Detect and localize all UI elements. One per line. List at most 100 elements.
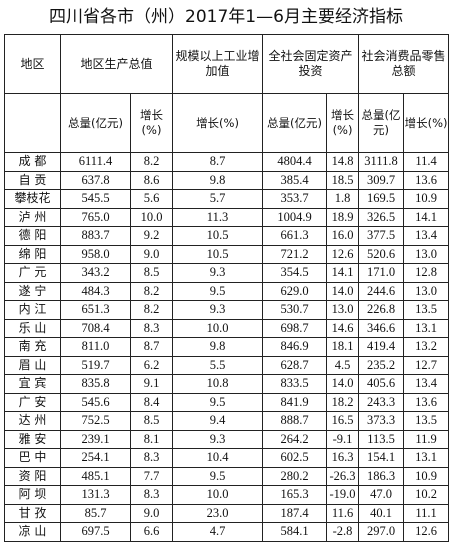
value-cell: 9.3 xyxy=(172,300,264,320)
value-cell: 14.6 xyxy=(326,318,360,338)
value-cell: 10.9 xyxy=(403,189,450,209)
table-row: 广 元 343.2 8.5 9.3 354.5 14.1 171.0 12.8 xyxy=(4,263,450,283)
value-cell: -26.3 xyxy=(326,466,360,486)
value-cell: 8.7 xyxy=(129,337,174,357)
value-cell: 484.3 xyxy=(60,281,131,301)
value-cell: 752.5 xyxy=(60,411,131,431)
value-cell: 13.4 xyxy=(403,374,450,394)
value-cell: 485.1 xyxy=(60,466,131,486)
region-name: 广 元 xyxy=(4,263,61,283)
region-name: 内 江 xyxy=(4,300,61,320)
value-cell: 13.1 xyxy=(403,318,450,338)
value-cell: 9.8 xyxy=(172,337,264,357)
table-row: 广 安 545.6 8.4 9.5 841.9 18.2 243.3 13.6 xyxy=(4,392,450,412)
value-cell: 18.9 xyxy=(326,207,360,227)
table-row: 攀枝花 545.5 5.6 5.7 353.7 1.8 169.5 10.9 xyxy=(4,189,450,209)
value-cell: 13.0 xyxy=(403,281,450,301)
value-cell: 9.2 xyxy=(129,226,174,246)
value-cell: 545.6 xyxy=(60,392,131,412)
region-name: 阿 坝 xyxy=(4,485,61,505)
value-cell: 9.0 xyxy=(129,244,174,264)
table-row: 阿 坝 131.3 8.3 10.0 165.3 -19.0 47.0 10.2 xyxy=(4,485,450,505)
value-cell: 169.5 xyxy=(358,189,405,209)
value-cell: 343.2 xyxy=(60,263,131,283)
value-cell: 13.6 xyxy=(403,170,450,190)
value-cell: 10.0 xyxy=(129,207,174,227)
value-cell: 10.5 xyxy=(172,226,264,246)
group-header: 地区生产总值 xyxy=(59,34,174,94)
region-name: 凉 山 xyxy=(4,522,61,542)
value-cell: 721.2 xyxy=(262,244,328,264)
value-cell: 14.0 xyxy=(326,281,360,301)
value-cell: 628.7 xyxy=(262,355,328,375)
value-cell: 14.0 xyxy=(326,374,360,394)
value-cell: 5.6 xyxy=(129,189,174,209)
region-name: 攀枝花 xyxy=(4,189,61,209)
value-cell: 841.9 xyxy=(262,392,328,412)
value-cell: 958.0 xyxy=(60,244,131,264)
value-cell: 186.3 xyxy=(358,466,405,486)
table-row: 达 州 752.5 8.5 9.4 888.7 16.5 373.3 13.5 xyxy=(4,411,450,431)
value-cell: 297.0 xyxy=(358,522,405,542)
table-row: 乐 山 708.4 8.3 10.0 698.7 14.6 346.6 13.1 xyxy=(4,318,450,338)
value-cell: 10.2 xyxy=(403,485,450,505)
value-cell: 1.8 xyxy=(326,189,360,209)
value-cell: 243.3 xyxy=(358,392,405,412)
value-cell: 10.8 xyxy=(172,374,264,394)
region-name: 巴 中 xyxy=(4,448,61,468)
value-cell: 18.2 xyxy=(326,392,360,412)
value-cell: 530.7 xyxy=(262,300,328,320)
value-cell: 10.0 xyxy=(172,485,264,505)
value-cell: 419.4 xyxy=(358,337,405,357)
value-cell: 11.3 xyxy=(172,207,264,227)
value-cell: 165.3 xyxy=(262,485,328,505)
region-name: 成 都 xyxy=(4,152,61,172)
value-cell: 883.7 xyxy=(60,226,131,246)
region-name: 眉 山 xyxy=(4,355,61,375)
value-cell: 8.2 xyxy=(129,281,174,301)
value-cell: 16.0 xyxy=(326,226,360,246)
title: 四川省各市（州）2017年1—6月主要经济指标 xyxy=(49,7,403,27)
empty-cell xyxy=(4,93,61,153)
value-cell: 8.4 xyxy=(129,392,174,412)
region-name: 泸 州 xyxy=(4,207,61,227)
value-cell: 11.4 xyxy=(403,152,450,172)
region-name: 资 阳 xyxy=(4,466,61,486)
value-cell: 7.7 xyxy=(129,466,174,486)
sub-header: 增长(%) xyxy=(403,93,450,153)
group-header: 地区 xyxy=(4,34,61,94)
table-row: 资 阳 485.1 7.7 9.5 280.2 -26.3 186.3 10.9 xyxy=(4,466,450,486)
value-cell: 13.1 xyxy=(403,448,450,468)
value-cell: 14.8 xyxy=(326,152,360,172)
value-cell: 354.5 xyxy=(262,263,328,283)
value-cell: 113.5 xyxy=(358,429,405,449)
value-cell: 187.4 xyxy=(262,503,328,523)
table-row: 绵 阳 958.0 9.0 10.5 721.2 12.6 520.6 13.0 xyxy=(4,244,450,264)
value-cell: 12.7 xyxy=(403,355,450,375)
value-cell: 13.2 xyxy=(403,337,450,357)
value-cell: 10.0 xyxy=(172,318,264,338)
value-cell: 833.5 xyxy=(262,374,328,394)
value-cell: 629.0 xyxy=(262,281,328,301)
value-cell: 264.2 xyxy=(262,429,328,449)
table-row: 自 贡 637.8 8.6 9.8 385.4 18.5 309.7 13.6 xyxy=(4,170,450,190)
region-name: 甘 孜 xyxy=(4,503,61,523)
table-row: 雅 安 239.1 8.1 9.3 264.2 -9.1 113.5 11.9 xyxy=(4,429,450,449)
value-cell: 85.7 xyxy=(60,503,131,523)
value-cell: 254.1 xyxy=(60,448,131,468)
value-cell: 8.3 xyxy=(129,448,174,468)
value-cell: 3111.8 xyxy=(358,152,405,172)
value-cell: 9.1 xyxy=(129,374,174,394)
value-cell: 651.3 xyxy=(60,300,131,320)
value-cell: 280.2 xyxy=(262,466,328,486)
table-row: 总量(亿元) 增长(%) 增长(%) 总量(亿元) 增长(%) 总量(亿元) 增长(%) xyxy=(4,93,450,153)
value-cell: 8.5 xyxy=(129,411,174,431)
value-cell: 10.9 xyxy=(403,466,450,486)
value-cell: 326.5 xyxy=(358,207,405,227)
value-cell: 23.0 xyxy=(172,503,264,523)
value-cell: 5.7 xyxy=(172,189,264,209)
value-cell: 9.3 xyxy=(172,429,264,449)
value-cell: 13.6 xyxy=(403,392,450,412)
value-cell: 12.6 xyxy=(403,522,450,542)
